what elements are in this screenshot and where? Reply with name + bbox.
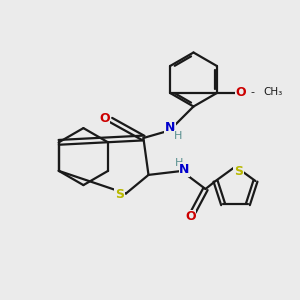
- Text: O: O: [99, 112, 110, 125]
- Text: N: N: [165, 121, 175, 134]
- Text: S: S: [115, 188, 124, 202]
- Text: O: O: [185, 210, 196, 224]
- Text: O: O: [235, 85, 246, 99]
- Text: N: N: [179, 163, 190, 176]
- Text: CH₃: CH₃: [263, 87, 283, 97]
- Text: H: H: [175, 158, 183, 168]
- Text: H: H: [174, 131, 183, 141]
- Text: S: S: [234, 165, 243, 178]
- Text: -: -: [250, 87, 255, 97]
